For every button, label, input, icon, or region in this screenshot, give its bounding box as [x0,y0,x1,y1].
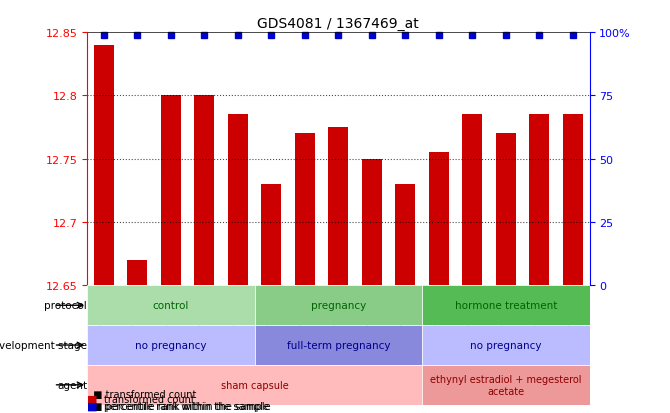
Bar [563,115,583,286]
Text: transformed count: transformed count [104,394,194,404]
FancyBboxPatch shape [87,325,255,365]
Text: percentile rank within the sample: percentile rank within the sample [104,401,269,411]
FancyBboxPatch shape [422,365,590,405]
Text: protocol: protocol [44,301,87,311]
Bar [429,153,449,286]
Bar [529,115,549,286]
Text: no pregnancy: no pregnancy [135,340,206,350]
Bar [395,185,415,286]
Bar [496,134,516,286]
Bar [194,96,214,286]
Bar [127,260,147,286]
Text: hormone treatment: hormone treatment [455,301,557,311]
Text: ethynyl estradiol + megesterol
acetate: ethynyl estradiol + megesterol acetate [430,374,582,396]
Bar [94,46,114,286]
FancyBboxPatch shape [255,325,422,365]
FancyBboxPatch shape [87,365,422,405]
Bar [295,134,315,286]
Bar [228,115,248,286]
Bar [261,185,281,286]
Text: pregnancy: pregnancy [311,301,366,311]
Text: sham capsule: sham capsule [220,380,289,390]
FancyBboxPatch shape [255,286,422,325]
Bar [161,96,181,286]
FancyBboxPatch shape [422,286,590,325]
Text: control: control [153,301,189,311]
Text: development stage: development stage [0,340,87,350]
Text: ■: ■ [87,401,98,411]
Bar [362,159,382,286]
Text: no pregnancy: no pregnancy [470,340,541,350]
Text: ■: ■ [87,394,98,404]
FancyBboxPatch shape [87,286,255,325]
Text: full-term pregnancy: full-term pregnancy [287,340,390,350]
Bar [328,128,348,286]
Title: GDS4081 / 1367469_at: GDS4081 / 1367469_at [257,17,419,31]
Text: ■ transformed count
  ■ percentile rank within the sample: ■ transformed count ■ percentile rank wi… [87,389,271,411]
Text: agent: agent [57,380,87,390]
FancyBboxPatch shape [422,325,590,365]
Bar [462,115,482,286]
